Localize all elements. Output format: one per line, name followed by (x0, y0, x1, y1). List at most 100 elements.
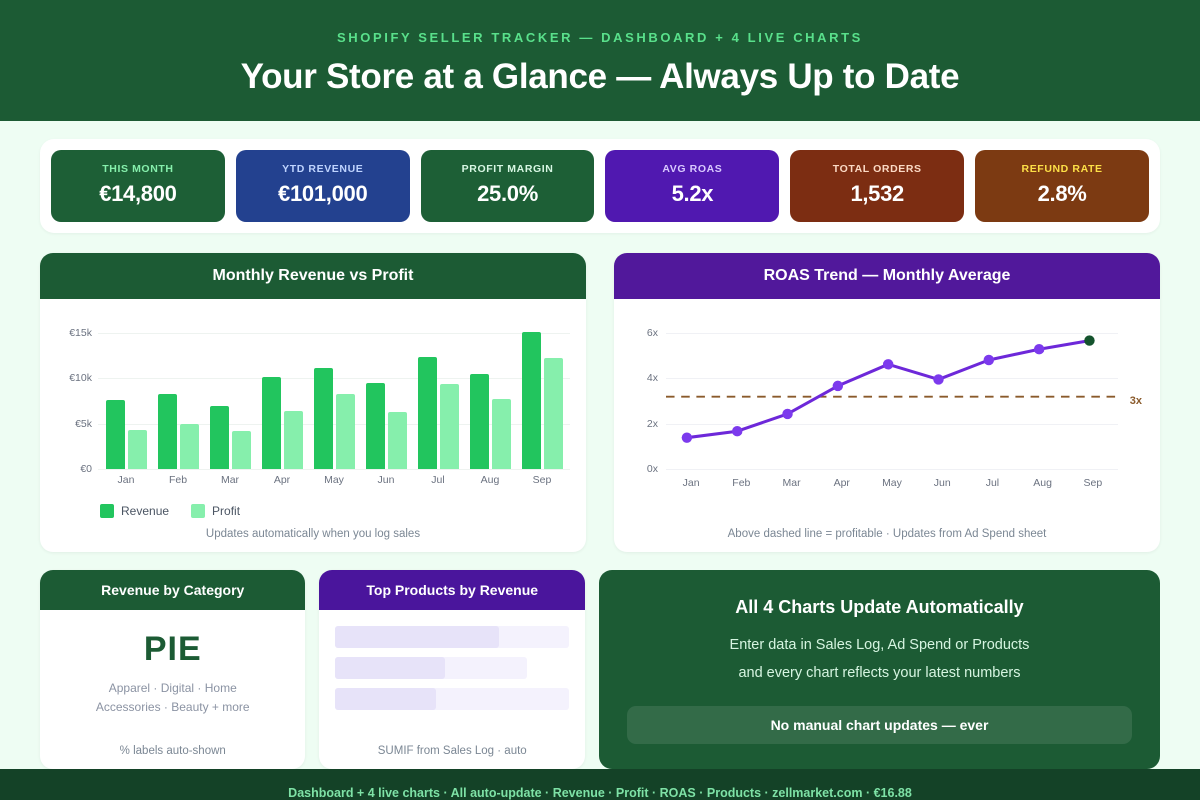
bar-profit[interactable] (127, 429, 147, 469)
bar-chart-y-tick: €10k (69, 372, 92, 385)
bar-revenue[interactable] (105, 399, 125, 469)
bar-profit[interactable] (231, 430, 251, 469)
bar-profit[interactable] (543, 358, 563, 469)
line-chart-note: Above dashed line = profitable · Updates… (727, 528, 1047, 540)
line-chart-x-tick: Jul (985, 477, 1000, 489)
bar-chart-y-tick: €5k (75, 417, 92, 430)
panel-title-line-chart: ROAS Trend — Monthly Average (614, 253, 1160, 299)
bar-profit[interactable] (491, 399, 511, 469)
line-chart-y-tick: 0x (646, 463, 658, 475)
bar-profit[interactable] (179, 424, 199, 469)
bar-revenue[interactable] (417, 357, 437, 469)
bar-group[interactable] (100, 319, 152, 469)
roas-data-point[interactable] (983, 354, 995, 366)
roas-data-point[interactable] (1033, 343, 1045, 355)
roas-data-point[interactable] (1084, 335, 1095, 346)
kpi-card-refund-rate[interactable]: Refund Rate 2.8% (975, 150, 1149, 222)
line-chart-x-tick: Aug (1033, 477, 1052, 489)
dashboard-body: This Month €14,800 YTD Revenue €101,000 Prof… (0, 121, 1200, 769)
bar-group[interactable] (464, 319, 516, 469)
line-chart-x-tick: Jan (682, 477, 700, 489)
product-bar-track[interactable] (335, 626, 569, 648)
kpi-card-total-orders[interactable]: Total Orders 1,532 (790, 150, 965, 222)
bar-chart-y-tick: €15k (69, 326, 92, 339)
panel-monthly-revenue-vs-profit: Monthly Revenue vs Profit €15k €10k €5k €0 … (40, 253, 586, 552)
bar-chart-gridline (98, 332, 570, 334)
bar-chart-gridline (98, 423, 570, 425)
cta-pill-badge: No manual chart updates — ever (626, 705, 1132, 744)
line-chart-plot-area (666, 335, 1118, 443)
top-products-note: SUMIF from Sales Log · auto (377, 745, 527, 757)
roas-data-point[interactable] (731, 425, 743, 437)
bar-chart-x-tick: Aug (480, 474, 500, 486)
line-chart-body: 0x 2x 4x 6x 3x Jan Feb Mar Apr May Jun Jul Aug Sep A… (614, 299, 1160, 552)
product-bar-track[interactable] (335, 657, 527, 679)
panel-top-products: Top Products by Revenue SUMIF from Sales… (319, 570, 585, 769)
bar-chart-x-tick: Mar (220, 474, 240, 486)
legend-swatch-icon (100, 504, 114, 518)
line-chart-gridline (666, 469, 1118, 470)
line-chart-gridline (666, 378, 1118, 380)
bar-profit[interactable] (335, 394, 355, 469)
kpi-label: Total Orders (832, 163, 922, 175)
bar-chart-x-tick: Jul (431, 474, 445, 486)
cta-title: All 4 Charts Update Automatically (735, 597, 1024, 618)
kpi-card-ytd-revenue[interactable]: YTD Revenue €101,000 (235, 150, 410, 222)
roas-data-point[interactable] (681, 432, 693, 443)
bar-group[interactable] (360, 319, 412, 469)
kpi-label: Avg ROAS (662, 163, 723, 175)
cta-line-1: Enter data in Sales Log, Ad Spend or Pro… (729, 637, 1030, 654)
line-chart-x-tick: May (882, 477, 902, 489)
bar-profit[interactable] (387, 411, 407, 469)
kpi-label: Profit Margin (461, 163, 554, 175)
kpi-card-this-month[interactable]: This Month €14,800 (51, 150, 225, 222)
line-chart-y-tick: 6x (646, 326, 658, 339)
roas-data-point[interactable] (832, 380, 844, 392)
bar-group[interactable] (204, 319, 256, 469)
bar-revenue[interactable] (469, 374, 489, 469)
pie-chart-placeholder: PIE (143, 630, 202, 668)
bar-revenue[interactable] (521, 331, 541, 469)
legend-item-profit[interactable]: Profit (191, 504, 240, 518)
roas-threshold-label: 3x (1129, 394, 1142, 407)
bar-revenue[interactable] (157, 393, 177, 469)
kpi-card-profit-margin[interactable]: Profit Margin 25.0% (420, 150, 595, 222)
roas-data-point[interactable] (882, 359, 894, 370)
bar-group[interactable] (256, 319, 308, 469)
line-chart-x-tick: Jun (933, 477, 951, 489)
bar-chart-x-axis: Jan Feb Mar Apr May Jun Jul Aug Sep (52, 474, 574, 486)
kpi-value: €14,800 (99, 181, 177, 206)
line-chart-x-tick: Sep (1083, 477, 1103, 489)
roas-data-point[interactable] (782, 408, 793, 420)
panel-roas-trend: ROAS Trend — Monthly Average 0x 2x 4x 6x 3x … (614, 253, 1160, 552)
line-chart-y-tick: 2x (646, 417, 658, 430)
bar-group[interactable] (308, 319, 360, 469)
bar-chart-x-tick: Sep (532, 474, 552, 486)
bar-group[interactable] (516, 319, 568, 469)
kpi-card-avg-roas[interactable]: Avg ROAS 5.2x (605, 150, 780, 222)
bar-group[interactable] (152, 319, 204, 469)
roas-data-point[interactable] (933, 374, 944, 385)
bar-revenue[interactable] (365, 382, 385, 469)
cta-line-2: and every chart reflects your latest num… (738, 665, 1021, 681)
line-chart-x-axis: Jan Feb Mar Apr May Jun Jul Aug Sep (626, 477, 1148, 489)
bar-revenue[interactable] (209, 406, 229, 469)
bar-revenue[interactable] (261, 377, 281, 469)
legend-item-revenue[interactable]: Revenue (100, 504, 169, 518)
line-chart-y-tick: 4x (646, 372, 658, 385)
panel-title-top-products: Top Products by Revenue (319, 570, 585, 610)
bar-group[interactable] (412, 319, 464, 469)
kpi-label: This Month (102, 163, 174, 175)
bar-chart-body: €15k €10k €5k €0 Jan Feb Mar Apr May Jun Jul Aug Se… (40, 299, 586, 552)
pie-chart-body: PIE Apparel · Digital · Home Accessories… (40, 610, 305, 769)
pie-categories-line-1: Apparel · Digital · Home (108, 681, 237, 695)
bar-revenue[interactable] (313, 368, 333, 469)
bar-chart-plot-area (100, 319, 568, 469)
kpi-row: This Month €14,800 YTD Revenue €101,000 Prof… (40, 139, 1160, 233)
bar-profit[interactable] (439, 383, 459, 469)
bar-profit[interactable] (283, 410, 303, 469)
line-chart-gridline (666, 332, 1118, 334)
legend-label: Profit (212, 504, 241, 518)
product-bar-track[interactable] (335, 688, 569, 710)
